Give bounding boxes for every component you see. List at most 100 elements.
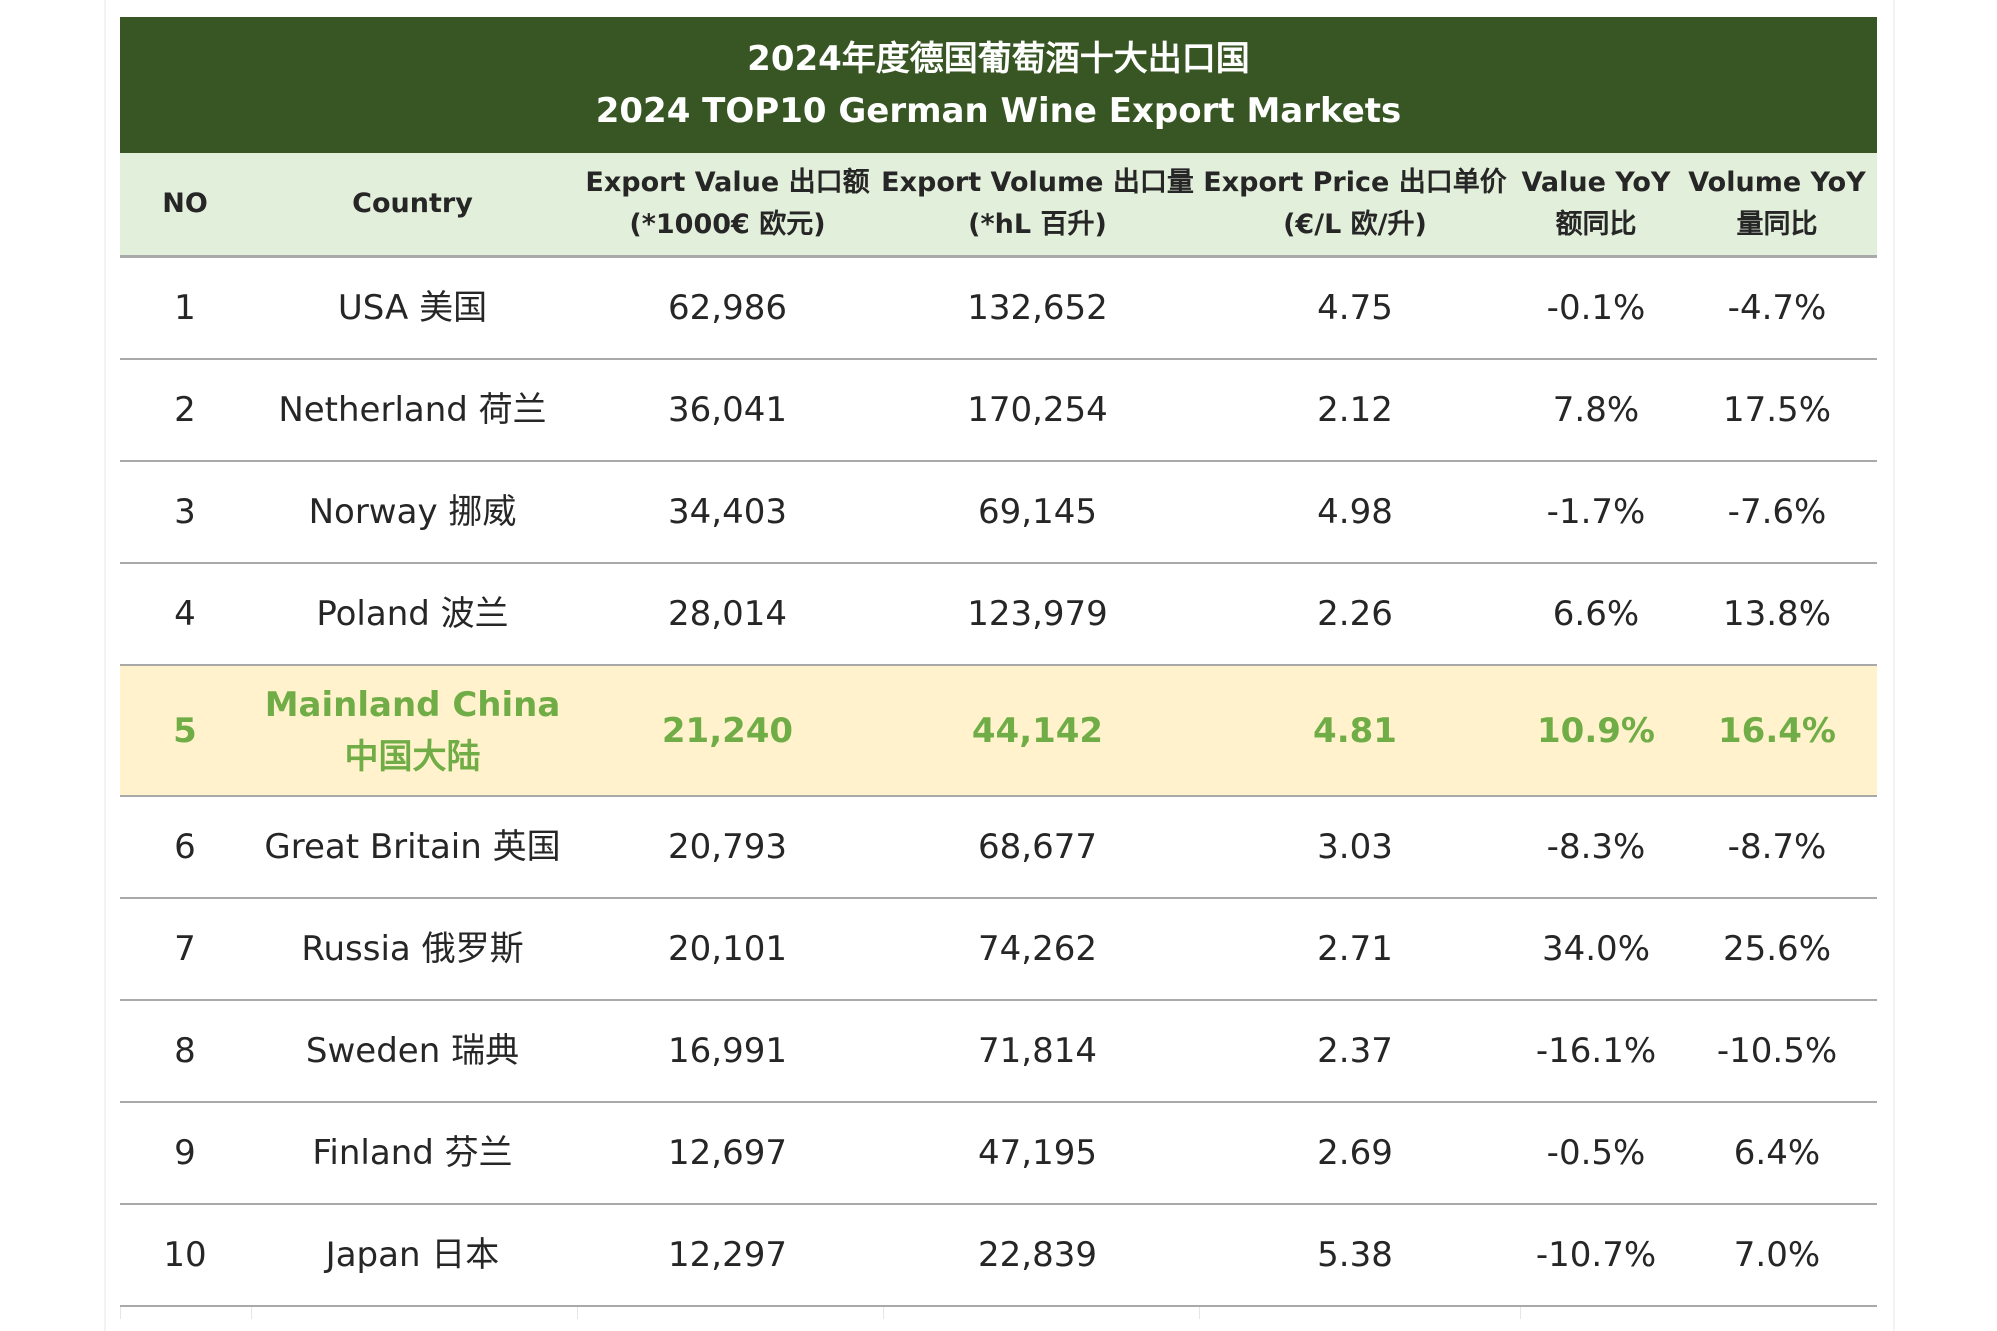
cell-country: Norway 挪威 bbox=[308, 492, 517, 532]
cell-export-value: 20,101 bbox=[668, 929, 787, 969]
cell-export-volume: 69,145 bbox=[978, 492, 1097, 532]
gridline bbox=[251, 1307, 577, 1319]
page-edge-right bbox=[1893, 0, 1895, 1331]
gridline bbox=[577, 1307, 883, 1319]
cell-value-yoy: 10.9% bbox=[1537, 710, 1655, 751]
table-row: 9 Finland 芬兰 12,697 47,195 2.69 -0.5% 6.… bbox=[120, 1103, 1877, 1205]
cell-no: 8 bbox=[174, 1031, 196, 1071]
cell-value-yoy: -8.3% bbox=[1546, 827, 1646, 867]
header-value-yoy: Value YoY 额同比 bbox=[1521, 167, 1671, 240]
cell-value-yoy: 7.8% bbox=[1552, 390, 1640, 430]
page-edge-left bbox=[104, 0, 106, 1331]
cell-export-volume: 71,814 bbox=[978, 1031, 1097, 1071]
cell-export-volume: 132,652 bbox=[967, 288, 1108, 328]
cell-export-volume: 68,677 bbox=[978, 827, 1097, 867]
cell-export-price: 5.38 bbox=[1317, 1235, 1393, 1275]
cell-country: Poland 波兰 bbox=[316, 594, 509, 634]
cell-country: Russia 俄罗斯 bbox=[301, 929, 524, 969]
cell-value-yoy: -0.1% bbox=[1546, 288, 1646, 328]
cell-no: 6 bbox=[174, 827, 196, 867]
cell-volume-yoy: 16.4% bbox=[1718, 710, 1836, 751]
cell-no: 2 bbox=[174, 390, 196, 430]
cell-export-volume: 47,195 bbox=[978, 1133, 1097, 1173]
cell-volume-yoy: -10.5% bbox=[1716, 1031, 1838, 1071]
table-title-en: 2024 TOP10 German Wine Export Markets bbox=[595, 91, 1402, 131]
gridline bbox=[1520, 1307, 1683, 1319]
cell-export-value: 34,403 bbox=[668, 492, 787, 532]
table-row: 8 Sweden 瑞典 16,991 71,814 2.37 -16.1% -1… bbox=[120, 1001, 1877, 1103]
cell-value-yoy: -0.5% bbox=[1546, 1133, 1646, 1173]
table-row: 4 Poland 波兰 28,014 123,979 2.26 6.6% 13.… bbox=[120, 564, 1877, 666]
cell-no: 9 bbox=[174, 1133, 196, 1173]
header-country: Country bbox=[352, 188, 473, 219]
cell-value-yoy: -16.1% bbox=[1535, 1031, 1657, 1071]
cell-value-yoy: 6.6% bbox=[1552, 594, 1640, 634]
cell-country: Japan 日本 bbox=[325, 1235, 500, 1275]
cell-export-volume: 74,262 bbox=[978, 929, 1097, 969]
cell-country: Great Britain 英国 bbox=[264, 827, 561, 867]
cell-no: 3 bbox=[174, 492, 196, 532]
table-header-row: NO Country Export Value 出口额 (*1000€ 欧元) … bbox=[120, 153, 1877, 258]
cell-country: Mainland China 中国大陆 bbox=[264, 684, 561, 777]
cell-volume-yoy: 25.6% bbox=[1722, 929, 1831, 969]
cell-export-price: 4.81 bbox=[1313, 710, 1397, 751]
cell-export-value: 20,793 bbox=[668, 827, 787, 867]
cell-volume-yoy: -8.7% bbox=[1727, 827, 1827, 867]
cell-country: USA 美国 bbox=[337, 288, 488, 328]
table-body: 1 USA 美国 62,986 132,652 4.75 -0.1% -4.7%… bbox=[120, 258, 1877, 1307]
cell-export-volume: 22,839 bbox=[978, 1235, 1097, 1275]
table-row: 2 Netherland 荷兰 36,041 170,254 2.12 7.8%… bbox=[120, 360, 1877, 462]
table-row-highlighted: 5 Mainland China 中国大陆 21,240 44,142 4.81… bbox=[120, 666, 1877, 797]
cell-export-value: 16,991 bbox=[668, 1031, 787, 1071]
cell-no: 5 bbox=[173, 710, 197, 751]
cell-export-volume: 123,979 bbox=[967, 594, 1108, 634]
cell-export-price: 2.71 bbox=[1317, 929, 1393, 969]
gridline bbox=[120, 1307, 251, 1319]
gridline bbox=[1199, 1307, 1520, 1319]
cell-country: Netherland 荷兰 bbox=[278, 390, 547, 430]
cell-value-yoy: -1.7% bbox=[1546, 492, 1646, 532]
cell-export-price: 4.98 bbox=[1317, 492, 1393, 532]
cell-value-yoy: -10.7% bbox=[1535, 1235, 1657, 1275]
cell-export-value: 28,014 bbox=[668, 594, 787, 634]
cell-volume-yoy: 7.0% bbox=[1733, 1235, 1821, 1275]
cell-export-volume: 170,254 bbox=[967, 390, 1108, 430]
cell-volume-yoy: 13.8% bbox=[1722, 594, 1831, 634]
cell-value-yoy: 34.0% bbox=[1541, 929, 1650, 969]
cell-country: Finland 芬兰 bbox=[312, 1133, 513, 1173]
cell-no: 4 bbox=[174, 594, 196, 634]
table-title-cn: 2024年度德国葡萄酒十大出口国 bbox=[747, 39, 1250, 79]
cell-country: Sweden 瑞典 bbox=[305, 1031, 520, 1071]
gridline bbox=[883, 1307, 1199, 1319]
cell-no: 7 bbox=[174, 929, 196, 969]
cell-export-value: 12,697 bbox=[668, 1133, 787, 1173]
cell-export-value: 36,041 bbox=[668, 390, 787, 430]
cell-no: 1 bbox=[174, 288, 196, 328]
cell-export-volume: 44,142 bbox=[971, 710, 1104, 751]
cell-export-price: 4.75 bbox=[1317, 288, 1393, 328]
table-row: 10 Japan 日本 12,297 22,839 5.38 -10.7% 7.… bbox=[120, 1205, 1877, 1307]
cell-volume-yoy: 6.4% bbox=[1733, 1133, 1821, 1173]
header-export-value: Export Value 出口额 (*1000€ 欧元) bbox=[585, 167, 870, 240]
header-export-volume: Export Volume 出口量 (*hL 百升) bbox=[881, 167, 1194, 240]
cell-export-price: 2.37 bbox=[1317, 1031, 1393, 1071]
cell-volume-yoy: -7.6% bbox=[1727, 492, 1827, 532]
table-row: 7 Russia 俄罗斯 20,101 74,262 2.71 34.0% 25… bbox=[120, 899, 1877, 1001]
table-row: 6 Great Britain 英国 20,793 68,677 3.03 -8… bbox=[120, 797, 1877, 899]
header-volume-yoy: Volume YoY 量同比 bbox=[1688, 167, 1866, 240]
export-markets-table: 2024年度德国葡萄酒十大出口国 2024 TOP10 German Wine … bbox=[120, 17, 1877, 1319]
header-no: NO bbox=[162, 188, 208, 219]
cell-volume-yoy: 17.5% bbox=[1722, 390, 1831, 430]
cell-no: 10 bbox=[163, 1235, 207, 1275]
cell-export-value: 62,986 bbox=[668, 288, 787, 328]
table-row: 1 USA 美国 62,986 132,652 4.75 -0.1% -4.7% bbox=[120, 258, 1877, 360]
cell-volume-yoy: -4.7% bbox=[1727, 288, 1827, 328]
cell-export-price: 2.12 bbox=[1317, 390, 1393, 430]
cell-export-value: 12,297 bbox=[668, 1235, 787, 1275]
cell-export-price: 2.69 bbox=[1317, 1133, 1393, 1173]
table-title: 2024年度德国葡萄酒十大出口国 2024 TOP10 German Wine … bbox=[120, 17, 1877, 153]
header-export-price: Export Price 出口单价 (€/L 欧/升) bbox=[1203, 167, 1507, 240]
cell-export-price: 2.26 bbox=[1317, 594, 1393, 634]
table-bottom-gridlines bbox=[120, 1307, 1877, 1319]
